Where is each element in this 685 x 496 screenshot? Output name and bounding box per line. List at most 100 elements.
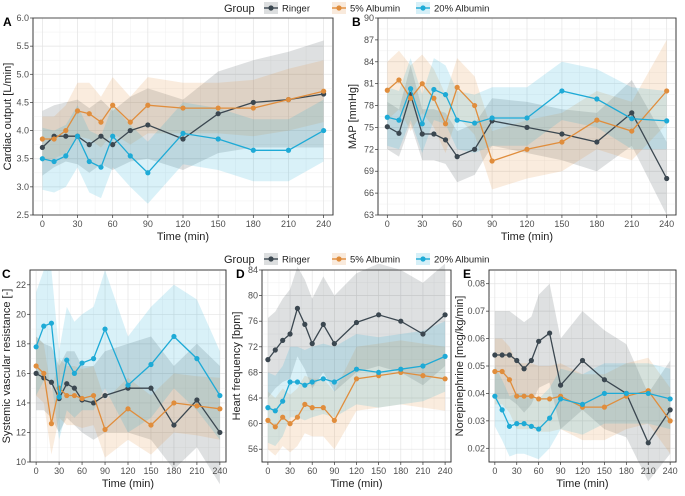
- data-point-ringer: [63, 133, 69, 139]
- legend-title: Group: [224, 254, 255, 266]
- data-point-20pct-albumin: [321, 127, 327, 134]
- x-tick-label: 240: [438, 466, 453, 476]
- data-point-5pct-albumin: [396, 77, 402, 83]
- data-point-ringer: [645, 440, 651, 446]
- series-line-ringer: [35, 372, 221, 433]
- y-tick-label: 2.5: [16, 210, 29, 220]
- ribbon-5pct-albumin: [42, 60, 324, 162]
- data-point-20pct-albumin: [98, 164, 104, 170]
- data-point-ringer: [664, 175, 670, 182]
- x-tick-label: 30: [417, 219, 427, 229]
- data-point-20pct-albumin: [601, 390, 608, 397]
- x-tick-label: 240: [663, 466, 678, 476]
- y-tick-label: 80: [248, 291, 258, 301]
- legend-key-point-20pct-albumin: [420, 256, 426, 262]
- data-point-ringer: [90, 400, 97, 406]
- y-tick-label: 0.08: [467, 279, 485, 289]
- y-tick-label: 69: [364, 166, 374, 176]
- data-point-20pct-albumin: [294, 379, 301, 385]
- y-tick-label: 81: [364, 79, 374, 89]
- y-tick-label: 87: [364, 35, 374, 45]
- data-point-20pct-albumin: [171, 333, 177, 340]
- data-point-ringer: [419, 131, 425, 137]
- y-tick-label: 56: [248, 444, 258, 454]
- data-point-5pct-albumin: [309, 405, 315, 411]
- y-tick-label: 0.07: [467, 306, 485, 316]
- data-point-20pct-albumin: [489, 115, 495, 121]
- x-tick-label: 90: [487, 219, 497, 229]
- y-tick-label: 0.03: [467, 416, 485, 426]
- x-tick-label: 120: [175, 219, 190, 229]
- data-point-20pct-albumin: [71, 370, 78, 376]
- legend-label-ringer: Ringer: [282, 255, 310, 266]
- x-tick-label: 120: [120, 466, 135, 476]
- data-point-5pct-albumin: [51, 136, 57, 142]
- data-point-5pct-albumin: [280, 414, 286, 420]
- series-line-ringer: [386, 92, 668, 179]
- data-point-20pct-albumin: [320, 376, 326, 382]
- x-tick-label: 210: [624, 219, 639, 229]
- panel-letter: B: [352, 15, 361, 29]
- data-point-ringer: [48, 379, 55, 385]
- data-point-20pct-albumin: [33, 344, 39, 350]
- data-point-5pct-albumin: [521, 393, 527, 399]
- data-point-ringer: [272, 347, 278, 353]
- data-point-ringer: [353, 319, 360, 326]
- data-point-ringer: [86, 142, 92, 148]
- data-point-20pct-albumin: [667, 396, 673, 402]
- data-point-20pct-albumin: [250, 147, 256, 153]
- y-tick-label: 84: [248, 265, 258, 275]
- data-point-20pct-albumin: [39, 156, 45, 162]
- data-point-5pct-albumin: [285, 97, 292, 103]
- y-tick-label: 18: [16, 339, 26, 349]
- x-axis-label: Time (min): [330, 478, 382, 490]
- series-line-5pct-albumin: [42, 90, 324, 140]
- data-point-5pct-albumin: [79, 395, 85, 402]
- data-point-5pct-albumin: [536, 396, 542, 402]
- data-point-5pct-albumin: [98, 119, 104, 125]
- data-point-20pct-albumin: [41, 323, 47, 329]
- data-point-20pct-albumin: [536, 426, 542, 432]
- data-point-ringer: [559, 131, 565, 137]
- data-point-5pct-albumin: [71, 392, 78, 399]
- legend-title: Group: [224, 3, 255, 15]
- x-tick-label: 210: [281, 219, 296, 229]
- data-point-5pct-albumin: [629, 128, 635, 134]
- data-point-20pct-albumin: [86, 158, 92, 165]
- data-point-20pct-albumin: [145, 170, 151, 176]
- data-point-5pct-albumin: [667, 418, 673, 424]
- x-axis-label: Time (min): [102, 478, 154, 490]
- data-point-20pct-albumin: [528, 423, 534, 429]
- data-point-20pct-albumin: [102, 326, 108, 332]
- ribbon-5pct-albumin: [494, 338, 671, 454]
- data-point-20pct-albumin: [215, 136, 221, 142]
- data-point-ringer: [309, 341, 315, 347]
- data-point-5pct-albumin: [90, 392, 97, 399]
- x-tick-label: 60: [108, 219, 118, 229]
- data-point-20pct-albumin: [521, 421, 527, 427]
- x-tick-label: 180: [619, 466, 634, 476]
- series-line-5pct-albumin: [35, 365, 220, 431]
- x-tick-label: 0: [492, 466, 497, 476]
- data-point-ringer: [594, 139, 600, 145]
- data-point-5pct-albumin: [514, 393, 520, 399]
- data-point-ringer: [71, 385, 78, 391]
- data-point-5pct-albumin: [125, 406, 131, 412]
- data-point-5pct-albumin: [48, 421, 55, 427]
- data-point-5pct-albumin: [63, 127, 69, 134]
- data-point-5pct-albumin: [506, 377, 513, 383]
- data-point-20pct-albumin: [559, 88, 565, 94]
- data-point-20pct-albumin: [524, 115, 530, 121]
- panel-letter: D: [236, 267, 245, 281]
- ribbon-ringer: [267, 263, 446, 398]
- x-axis-label: Time (min): [501, 231, 553, 243]
- data-point-ringer: [110, 142, 116, 148]
- data-point-ringer: [499, 352, 505, 358]
- x-tick-label: 180: [246, 219, 261, 229]
- data-point-ringer: [442, 137, 449, 143]
- series-line-5pct-albumin: [494, 370, 671, 422]
- y-tick-label: 22: [16, 280, 26, 290]
- x-tick-label: 180: [589, 219, 604, 229]
- data-point-5pct-albumin: [499, 368, 505, 375]
- data-point-ringer: [557, 382, 564, 388]
